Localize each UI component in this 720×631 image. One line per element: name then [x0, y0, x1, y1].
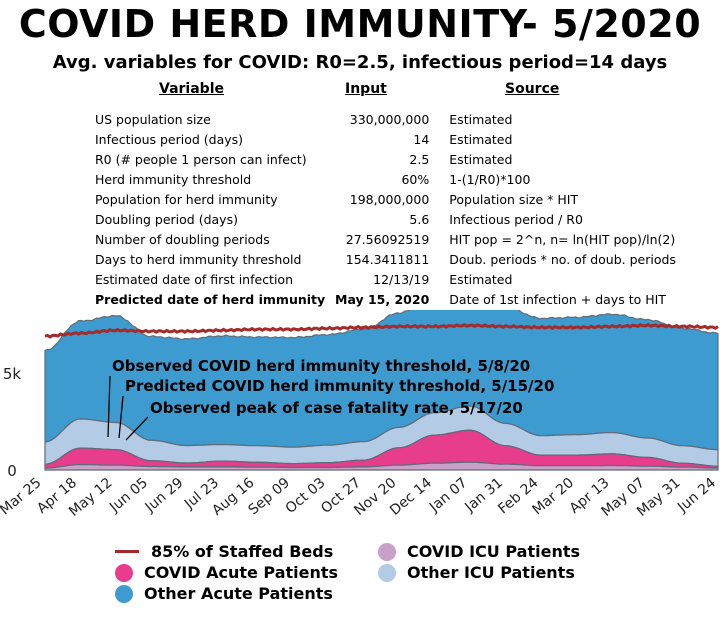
table-row: Estimated date of first infection 12/13/… [90, 269, 709, 289]
source-cell: Estimated [449, 111, 513, 127]
legend-label: Other Acute Patients [144, 584, 333, 603]
source-cell: 1-(1/R0)*100 [449, 171, 531, 187]
variable-cell: Population for herd immunity [95, 191, 278, 207]
input-cell: 2.5 [409, 151, 430, 167]
input-cell: 14 [413, 131, 430, 147]
page-subtitle: Avg. variables for COVID: R0=2.5, infect… [52, 52, 668, 73]
y-tick-label: 5k [3, 365, 22, 383]
annotation-pointer [118, 395, 124, 439]
input-cell: 60% [401, 171, 430, 187]
table-row: Days to herd immunity threshold 154.3411… [90, 249, 709, 269]
table-row: Herd immunity threshold 60% 1-(1/R0)*100 [90, 169, 709, 189]
table-row: Infectious period (days) 14 Estimated [90, 129, 709, 149]
column-header-variable: Variable [159, 81, 224, 97]
variable-cell: Estimated date of first infection [95, 271, 294, 287]
x-tick-label: Jan 07 [426, 475, 471, 516]
legend-item: Other Acute Patients [115, 584, 333, 603]
source-cell: Estimated [449, 271, 513, 287]
table-row: Doubling period (days) 5.6 Infectious pe… [90, 209, 709, 229]
legend-dot-swatch [115, 563, 133, 582]
input-cell: 5.6 [409, 211, 430, 227]
legend-label: COVID Acute Patients [144, 563, 339, 582]
legend-label: 85% of Staffed Beds [151, 542, 334, 561]
x-tick-label: Jun 05 [106, 475, 151, 516]
table-row: Population for herd immunity 198,000,000… [90, 189, 709, 209]
page-title: COVID HERD IMMUNITY- 5/2020 [18, 2, 702, 46]
x-tick-label: Jun 29 [142, 475, 187, 516]
source-cell: Doub. periods * no. of doub. periods [449, 251, 676, 267]
annotation-pointer [125, 416, 149, 441]
column-header-source: Source [505, 81, 560, 97]
variable-cell: Doubling period (days) [95, 211, 238, 227]
legend-item: COVID Acute Patients [115, 563, 338, 582]
x-tick-label: Mar 25 [0, 475, 45, 519]
table-row: Predicted date of herd immunity May 15, … [90, 289, 709, 309]
staffed-beds-line [44, 322, 719, 339]
table-row: R0 (# people 1 person can infect) 2.5 Es… [90, 149, 709, 169]
input-cell: 12/13/19 [373, 271, 430, 287]
legend-dot-swatch [115, 584, 133, 603]
variables-table: US population size 330,000,000 Estimated… [90, 109, 709, 309]
input-cell: May 15, 2020 [335, 291, 430, 307]
annotation-label: Predicted COVID herd immunity threshold,… [125, 377, 554, 395]
annotation-pointer [107, 375, 111, 438]
legend-item: 85% of Staffed Beds [115, 542, 333, 561]
legend-dot-swatch [378, 542, 396, 561]
table-row: US population size 330,000,000 Estimated [90, 109, 709, 129]
source-cell: Estimated [449, 151, 513, 167]
input-cell: 330,000,000 [349, 111, 430, 127]
input-cell: 27.56092519 [345, 231, 430, 247]
x-tick-label: Jun 24 [674, 475, 719, 516]
variable-cell: Number of doubling periods [95, 231, 270, 247]
x-tick-label: Oct 03 [283, 475, 329, 517]
variable-cell: R0 (# people 1 person can infect) [95, 151, 307, 167]
column-header-input: Input [345, 81, 387, 97]
source-cell: Estimated [449, 131, 513, 147]
variable-cell: Herd immunity threshold [95, 171, 252, 187]
legend-dot-swatch [378, 563, 396, 582]
covid-icu-patients-area [44, 461, 719, 471]
annotation-label: Observed COVID herd immunity threshold, … [112, 357, 530, 375]
source-cell: Population size * HIT [449, 191, 579, 207]
variable-cell: Days to herd immunity threshold [95, 251, 302, 267]
annotation-label: Observed peak of case fatality rate, 5/1… [150, 399, 523, 417]
variable-cell: US population size [95, 111, 211, 127]
source-cell: HIT pop = 2^n, n= ln(HIT pop)/ln(2) [449, 231, 676, 247]
legend-label: Other ICU Patients [407, 563, 575, 582]
y-tick-label: 0 [7, 462, 17, 480]
legend-label: COVID ICU Patients [407, 542, 580, 561]
source-cell: Date of 1st infection + days to HIT [449, 291, 666, 307]
source-cell: Infectious period / R0 [449, 211, 583, 227]
legend-item: Other ICU Patients [378, 563, 575, 582]
variable-cell: Predicted date of herd immunity [95, 291, 326, 307]
legend-item: COVID ICU Patients [378, 542, 580, 561]
legend-line-swatch [115, 550, 139, 553]
input-cell: 154.3411811 [345, 251, 430, 267]
input-cell: 198,000,000 [349, 191, 430, 207]
variable-cell: Infectious period (days) [95, 131, 244, 147]
table-row: Number of doubling periods 27.56092519 H… [90, 229, 709, 249]
